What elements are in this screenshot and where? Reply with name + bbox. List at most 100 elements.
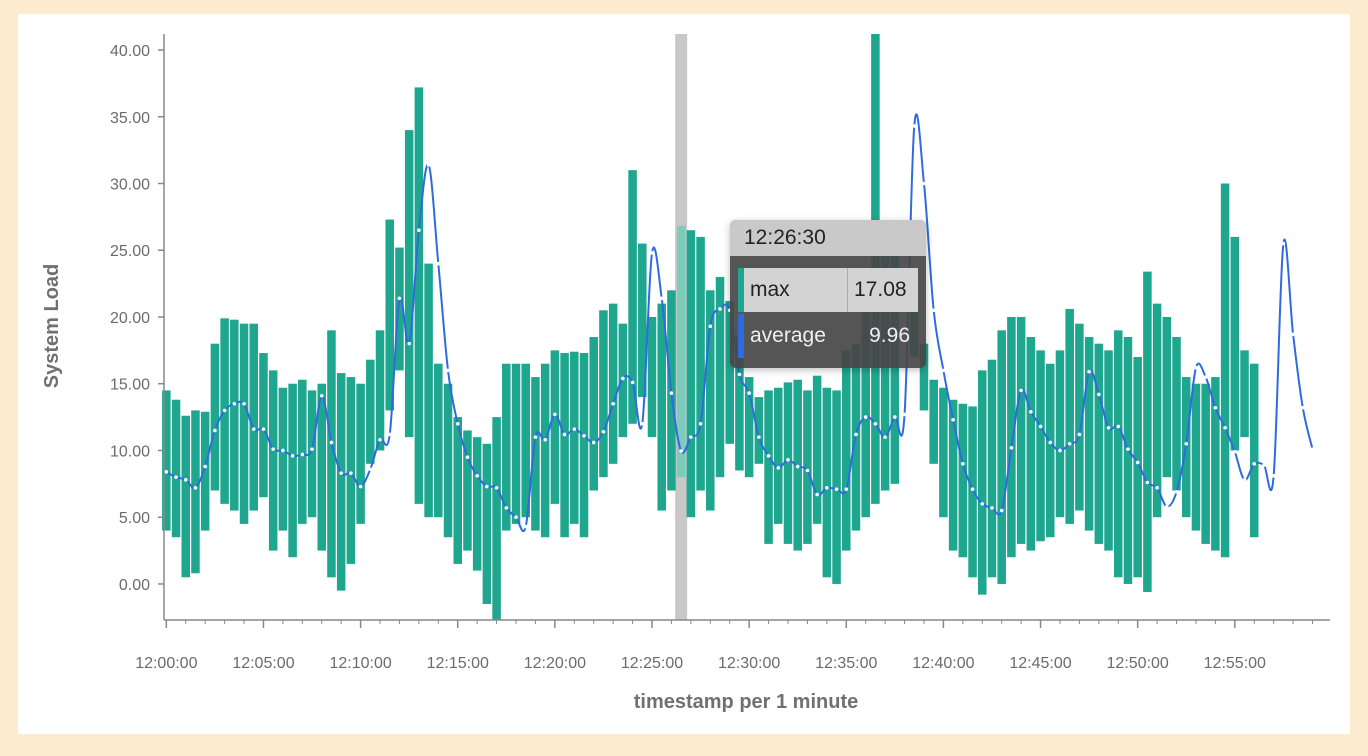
max-bar (210, 343, 220, 491)
tooltip-time: 12:26:30 (730, 220, 926, 256)
max-bar (812, 375, 822, 524)
average-point (261, 427, 266, 431)
average-point (1038, 424, 1043, 429)
average-point (242, 401, 246, 406)
average-point (980, 502, 985, 506)
max-bar (657, 303, 666, 511)
max-bar (1084, 337, 1094, 531)
tooltip-swatch-max (738, 268, 744, 312)
max-bar (589, 337, 598, 491)
max-bar (725, 300, 734, 444)
average-point (1126, 447, 1130, 451)
average-point (970, 487, 975, 491)
max-bar (531, 377, 540, 531)
average-point (902, 412, 907, 417)
tooltip-value-max: 17.08 (847, 268, 918, 312)
max-bar (1240, 350, 1249, 438)
average-point (222, 408, 227, 413)
y-tick-label: 5.00 (119, 510, 150, 527)
max-bar (706, 290, 715, 511)
max-bar (463, 430, 472, 551)
max-bar (997, 330, 1006, 584)
max-bar (1230, 236, 1240, 451)
max-bar (336, 373, 346, 591)
average-point (387, 432, 392, 437)
x-tick-label: 12:55:00 (1204, 655, 1266, 672)
max-bar (540, 363, 550, 538)
average-point (990, 506, 994, 510)
x-axis-title: timestamp per 1 minute (634, 691, 859, 713)
max-bar (356, 383, 365, 524)
average-point (1223, 425, 1227, 430)
average-point (844, 487, 849, 491)
average-point (455, 421, 460, 426)
average-point (873, 421, 878, 426)
average-point (766, 454, 771, 458)
average-point (815, 492, 819, 497)
average-point (1271, 474, 1276, 478)
max-bar (200, 411, 210, 531)
average-point (611, 401, 615, 406)
x-tick-label: 12:40:00 (912, 655, 974, 672)
average-point (621, 376, 625, 381)
average-point (1087, 369, 1091, 374)
average-point (543, 437, 547, 442)
max-bar (171, 399, 181, 538)
x-tick-label: 12:35:00 (815, 655, 877, 672)
max-bar (783, 382, 793, 544)
average-point (436, 261, 441, 266)
chart-area: 0.00 5.00 10.00 15.00 20.00 25.00 30.00 35.00 40… (41, 34, 1330, 713)
max-bar (317, 383, 327, 551)
y-tick-label: 25.00 (110, 243, 150, 260)
max-bar (1026, 337, 1036, 551)
average-point (630, 380, 635, 385)
max-bar (492, 417, 501, 620)
max-bar (1201, 383, 1210, 544)
average-point (951, 417, 955, 422)
average-point (174, 475, 178, 479)
average-point (825, 486, 829, 490)
average-point (941, 368, 946, 373)
average-point (805, 468, 810, 473)
average-point (582, 433, 586, 438)
average-point (397, 296, 402, 301)
max-bar (162, 390, 171, 531)
average-point (368, 467, 373, 471)
average-line (165, 113, 1314, 533)
average-point (514, 515, 518, 520)
max-bar (832, 390, 841, 584)
max-bar (249, 323, 259, 511)
average-point (417, 228, 421, 233)
max-bar (822, 387, 832, 578)
x-tick-label: 12:15:00 (427, 655, 489, 672)
average-point (1184, 441, 1189, 446)
average-point (349, 471, 353, 475)
average-point (1116, 424, 1121, 429)
average-point (999, 508, 1004, 513)
average-point (1233, 450, 1237, 454)
max-bar (1055, 350, 1065, 518)
average-point (1242, 478, 1247, 482)
max-bar (502, 363, 511, 531)
average-point (854, 432, 858, 437)
x-tick-label: 12:00:00 (135, 655, 197, 672)
max-bar (307, 390, 317, 518)
average-point (407, 341, 411, 346)
x-tick-label: 12:05:00 (232, 655, 294, 672)
max-bar (628, 170, 637, 424)
average-point (1048, 440, 1053, 445)
max-bar (395, 247, 404, 371)
average-point (358, 484, 363, 489)
max-bar (1094, 343, 1104, 544)
max-bar (599, 310, 608, 478)
tooltip-row-max: max 17.08 (738, 268, 918, 312)
average-point (1029, 409, 1033, 414)
average-point (863, 415, 868, 419)
average-point (523, 524, 528, 529)
average-point (1291, 332, 1295, 337)
average-point (494, 486, 499, 490)
average-point (1097, 392, 1101, 397)
average-point (465, 455, 470, 459)
y-tick-label: 35.00 (110, 110, 150, 127)
average-point (1106, 425, 1111, 430)
